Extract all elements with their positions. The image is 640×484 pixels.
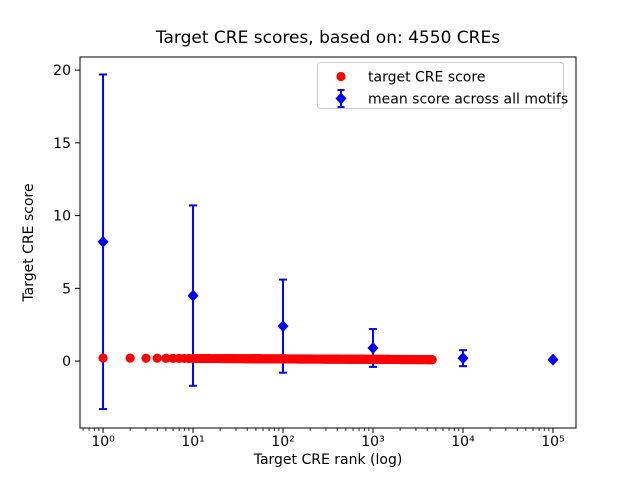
y-tick-label: 15 — [53, 136, 71, 152]
series-target-cre-score — [98, 353, 437, 365]
x-tick-label: 10⁰ — [91, 434, 115, 450]
mean-score-diamond — [547, 353, 559, 366]
mean-score-diamond — [187, 289, 199, 302]
mean-score-diamond — [97, 235, 109, 248]
series-mean-score-diamond-markers — [97, 235, 559, 366]
target-cre-score-point — [152, 353, 162, 363]
legend-diamond-marker — [335, 92, 347, 105]
target-cre-score-point — [161, 353, 171, 363]
legend-frame — [317, 62, 564, 109]
y-axis-label: Target CRE score — [21, 183, 37, 302]
x-axis-ticks: 10⁰ 10¹ 10² 10³ 10⁴ 10⁵ — [82, 428, 565, 450]
legend-circle-marker — [336, 71, 346, 82]
x-tick-label: 10¹ — [181, 434, 204, 450]
mean-score-diamond — [277, 320, 289, 333]
x-tick-label: 10² — [271, 434, 294, 450]
x-tick-label: 10⁵ — [541, 434, 564, 450]
y-tick-label: 20 — [53, 63, 71, 79]
plot-area-border — [79, 56, 577, 429]
x-tick-label: 10³ — [361, 434, 384, 450]
mean-score-diamond — [367, 341, 379, 354]
target-cre-score-point — [125, 353, 135, 363]
y-axis-ticks: 0 5 10 15 20 — [53, 63, 80, 370]
x-axis-label: Target CRE rank (log) — [253, 452, 403, 468]
legend-box: target CRE score mean score across all m… — [317, 62, 568, 109]
mean-score-diamond — [457, 352, 469, 365]
x-tick-label: 10⁴ — [451, 434, 475, 450]
legend-marker-handles — [335, 71, 347, 108]
legend-label-target-cre-score: target CRE score — [368, 70, 485, 86]
y-tick-label: 5 — [62, 281, 71, 297]
y-tick-label: 10 — [53, 209, 71, 225]
y-tick-label: 0 — [62, 354, 71, 370]
legend-label-mean-score: mean score across all motifs — [368, 92, 568, 108]
target-cre-score-point — [98, 353, 108, 363]
chart-title: Target CRE scores, based on: 4550 CREs — [155, 28, 500, 48]
target-cre-score-point — [427, 355, 437, 365]
target-cre-score-point — [141, 353, 151, 363]
